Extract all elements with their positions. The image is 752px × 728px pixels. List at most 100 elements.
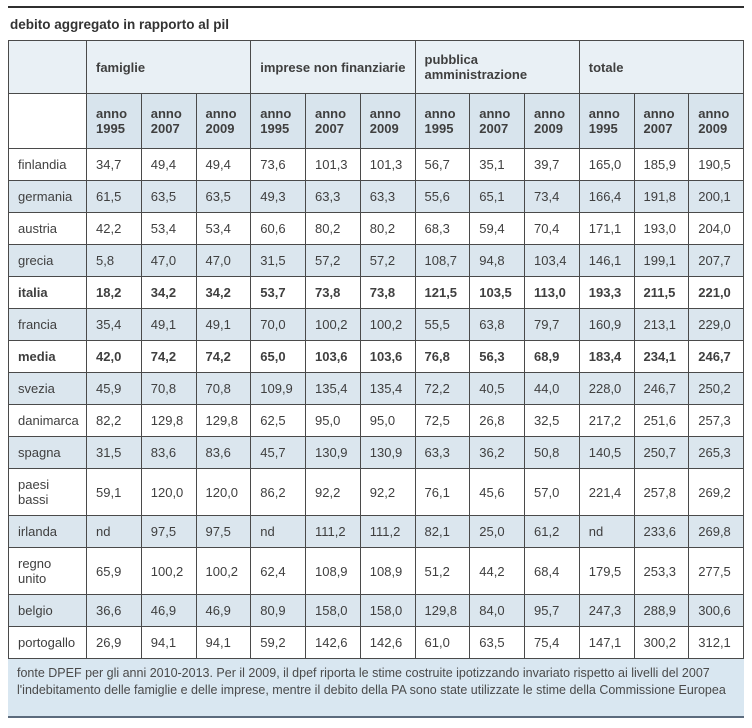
year-header: anno 2007 — [469, 93, 525, 149]
table-row: finlandia 34,7 49,4 49,4 73,6 101,3 101,3 56,7 3… — [8, 148, 744, 181]
data-cell: 129,8 — [414, 594, 471, 627]
data-cell: 158,0 — [305, 594, 361, 627]
data-cell: 100,2 — [140, 547, 197, 595]
data-cell: 160,9 — [578, 308, 635, 341]
group-header: famiglie — [85, 40, 252, 94]
group-header: imprese non finanziarie — [250, 40, 416, 94]
row-label: media — [8, 340, 87, 373]
data-cell: 234,1 — [633, 340, 690, 373]
data-cell: 103,6 — [305, 340, 361, 373]
data-cell: 63,8 — [469, 308, 525, 341]
year-header: anno 2009 — [359, 93, 416, 149]
data-cell: 312,1 — [688, 626, 744, 659]
year-header: anno 1995 — [86, 93, 142, 149]
data-cell: 82,2 — [86, 404, 142, 437]
row-label: austria — [8, 212, 87, 245]
data-cell: 211,5 — [633, 276, 690, 309]
year-header: anno 1995 — [414, 93, 471, 149]
data-cell: 300,6 — [688, 594, 744, 627]
data-cell: nd — [250, 515, 306, 548]
table-row: danimarca 82,2 129,8 129,8 62,5 95,0 95,0 72,5 2… — [8, 404, 744, 437]
data-cell: 49,4 — [140, 148, 197, 181]
data-cell: 55,5 — [414, 308, 471, 341]
data-cell: 75,4 — [524, 626, 580, 659]
data-cell: 32,5 — [524, 404, 580, 437]
data-cell: 74,2 — [140, 340, 197, 373]
row-label: svezia — [8, 372, 87, 405]
data-cell: 34,2 — [140, 276, 197, 309]
data-cell: 5,8 — [86, 244, 142, 277]
data-cell: 120,0 — [195, 468, 252, 516]
data-cell: 44,0 — [524, 372, 580, 405]
data-cell: 57,0 — [524, 468, 580, 516]
data-cell: 53,7 — [250, 276, 306, 309]
data-cell: 39,7 — [524, 148, 580, 181]
data-cell: 63,5 — [195, 180, 252, 213]
data-cell: 62,5 — [250, 404, 306, 437]
data-cell: 251,6 — [633, 404, 690, 437]
row-label: germania — [8, 180, 87, 213]
data-cell: 42,2 — [86, 212, 142, 245]
data-cell: 61,0 — [414, 626, 471, 659]
data-cell: 109,9 — [250, 372, 306, 405]
table-row: irlanda nd 97,5 97,5 nd 111,2 111,2 82,1 25,0 61,… — [8, 515, 744, 548]
data-cell: 183,4 — [578, 340, 635, 373]
data-cell: 185,9 — [633, 148, 690, 181]
data-cell: 35,1 — [469, 148, 525, 181]
data-cell: 18,2 — [86, 276, 142, 309]
data-cell: 70,0 — [250, 308, 306, 341]
data-cell: 108,7 — [414, 244, 471, 277]
data-cell: 233,6 — [633, 515, 690, 548]
data-cell: 25,0 — [469, 515, 525, 548]
data-cell: 49,4 — [195, 148, 252, 181]
data-cell: 300,2 — [633, 626, 690, 659]
data-cell: 83,6 — [140, 436, 197, 469]
data-cell: 103,4 — [524, 244, 580, 277]
data-cell: 253,3 — [633, 547, 690, 595]
table-row: francia 35,4 49,1 49,1 70,0 100,2 100,2 55,5 63,… — [8, 308, 744, 341]
data-cell: 63,3 — [305, 180, 361, 213]
data-cell: 130,9 — [305, 436, 361, 469]
data-cell: 269,2 — [688, 468, 744, 516]
data-cell: 65,0 — [250, 340, 306, 373]
data-cell: 80,2 — [305, 212, 361, 245]
data-cell: nd — [578, 515, 635, 548]
data-cell: 40,5 — [469, 372, 525, 405]
debt-to-gdp-table: famiglie imprese non finanziarie pubblica … — [8, 40, 745, 659]
data-cell: 47,0 — [140, 244, 197, 277]
data-cell: 246,7 — [688, 340, 744, 373]
year-header: anno 1995 — [578, 93, 635, 149]
table-row: austria 42,2 53,4 53,4 60,6 80,2 80,2 68,3 59,4 7… — [8, 212, 744, 245]
data-cell: 55,6 — [414, 180, 471, 213]
year-header: anno 2007 — [305, 93, 361, 149]
data-cell: 135,4 — [305, 372, 361, 405]
data-cell: 59,2 — [250, 626, 306, 659]
data-cell: 171,1 — [578, 212, 635, 245]
data-cell: 100,2 — [305, 308, 361, 341]
data-cell: 111,2 — [359, 515, 416, 548]
data-cell: 49,1 — [195, 308, 252, 341]
table-row: svezia 45,9 70,8 70,8 109,9 135,4 135,4 72,2 40,… — [8, 372, 744, 405]
row-label: irlanda — [8, 515, 87, 548]
row-label: regno unito — [8, 547, 87, 595]
data-cell: 193,0 — [633, 212, 690, 245]
row-label: spagna — [8, 436, 87, 469]
data-cell: 59,4 — [469, 212, 525, 245]
row-label: francia — [8, 308, 87, 341]
data-cell: 53,4 — [140, 212, 197, 245]
data-cell: 250,7 — [633, 436, 690, 469]
data-cell: 60,6 — [250, 212, 306, 245]
data-cell: 147,1 — [578, 626, 635, 659]
table-title: debito aggregato in rapporto al pil — [10, 17, 230, 32]
row-label: italia — [8, 276, 87, 309]
data-cell: 34,7 — [86, 148, 142, 181]
data-cell: 73,6 — [250, 148, 306, 181]
data-cell: 79,7 — [524, 308, 580, 341]
data-cell: 57,2 — [359, 244, 416, 277]
table-row: regno unito 65,9 100,2 100,2 62,4 108,9 108,9 5… — [8, 547, 744, 595]
table-body: finlandia 34,7 49,4 49,4 73,6 101,3 101,3 56,7 3… — [8, 148, 744, 659]
data-cell: 35,4 — [86, 308, 142, 341]
data-cell: 63,5 — [140, 180, 197, 213]
data-cell: 221,0 — [688, 276, 744, 309]
